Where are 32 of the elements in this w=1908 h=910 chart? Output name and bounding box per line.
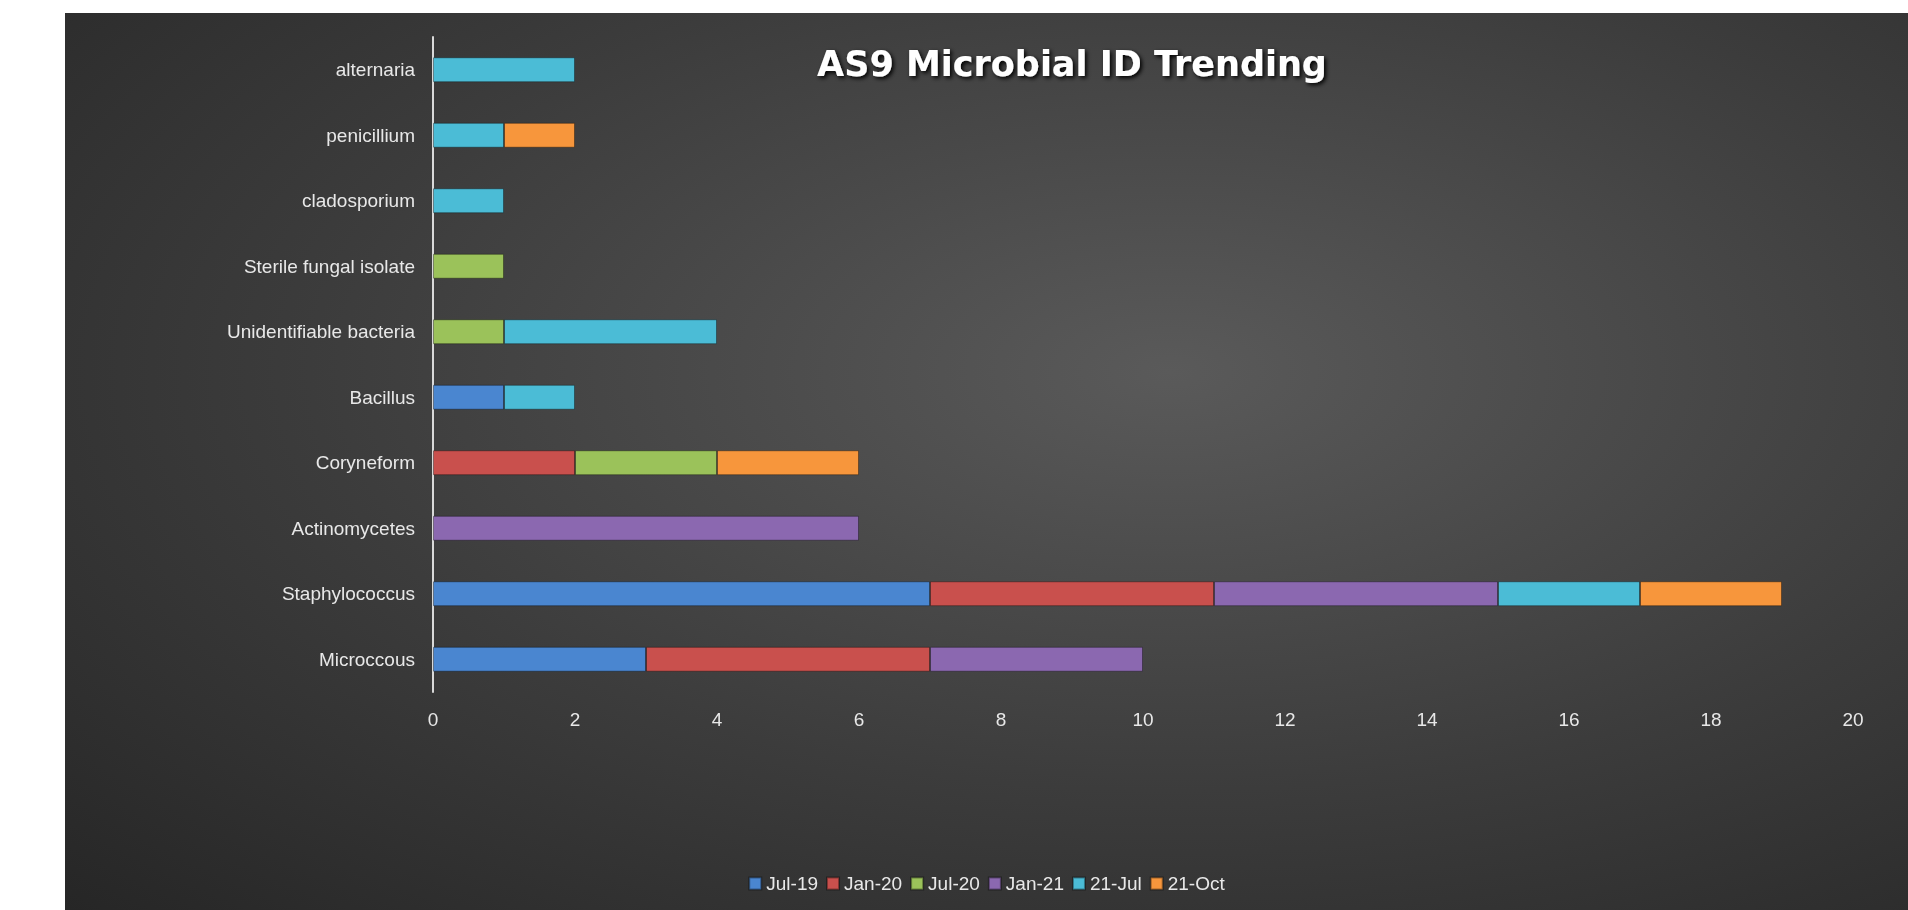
x-tick-label: 8 [995, 709, 1007, 730]
bar [433, 253, 504, 279]
x-tick-label: 16 [1558, 709, 1580, 730]
legend-label: Jul-20 [928, 873, 980, 894]
y-tick-label: cladosporium [302, 190, 415, 212]
bar [433, 515, 859, 541]
bar [433, 188, 504, 214]
legend-label: Jan-20 [844, 873, 903, 894]
y-tick-label: Coryneform [315, 452, 415, 474]
x-tick-label: 0 [427, 709, 439, 730]
x-tick-label: 2 [569, 709, 581, 730]
legend-label: 21-Jul [1089, 873, 1142, 894]
chart-title: AS9 Microbial ID Trending [817, 43, 1327, 84]
x-tick-label: 4 [711, 709, 723, 730]
y-tick-label: Staphylococcus [281, 583, 415, 605]
legend-label: 21-Oct [1167, 873, 1226, 894]
y-tick-label: penicillium [326, 124, 415, 146]
x-tick-label: 20 [1842, 709, 1864, 730]
legend-label: Jul-19 [766, 873, 819, 894]
y-tick-label: Bacillus [349, 386, 415, 408]
y-tick-label: Microccous [318, 648, 415, 670]
y-tick-label: Unidentifiable bacteria [226, 321, 416, 343]
y-tick-label: alternaria [335, 59, 416, 81]
legend-label: Jan-21 [1005, 873, 1064, 894]
x-tick-label: 14 [1416, 709, 1438, 730]
y-tick-label: Actinomycetes [291, 517, 415, 539]
x-tick-label: 10 [1132, 709, 1154, 730]
x-tick-label: 18 [1700, 709, 1722, 730]
x-tick-label: 6 [853, 709, 865, 730]
y-tick-label: Sterile fungal isolate [243, 255, 415, 277]
x-tick-label: 12 [1274, 709, 1296, 730]
bar [433, 57, 575, 83]
